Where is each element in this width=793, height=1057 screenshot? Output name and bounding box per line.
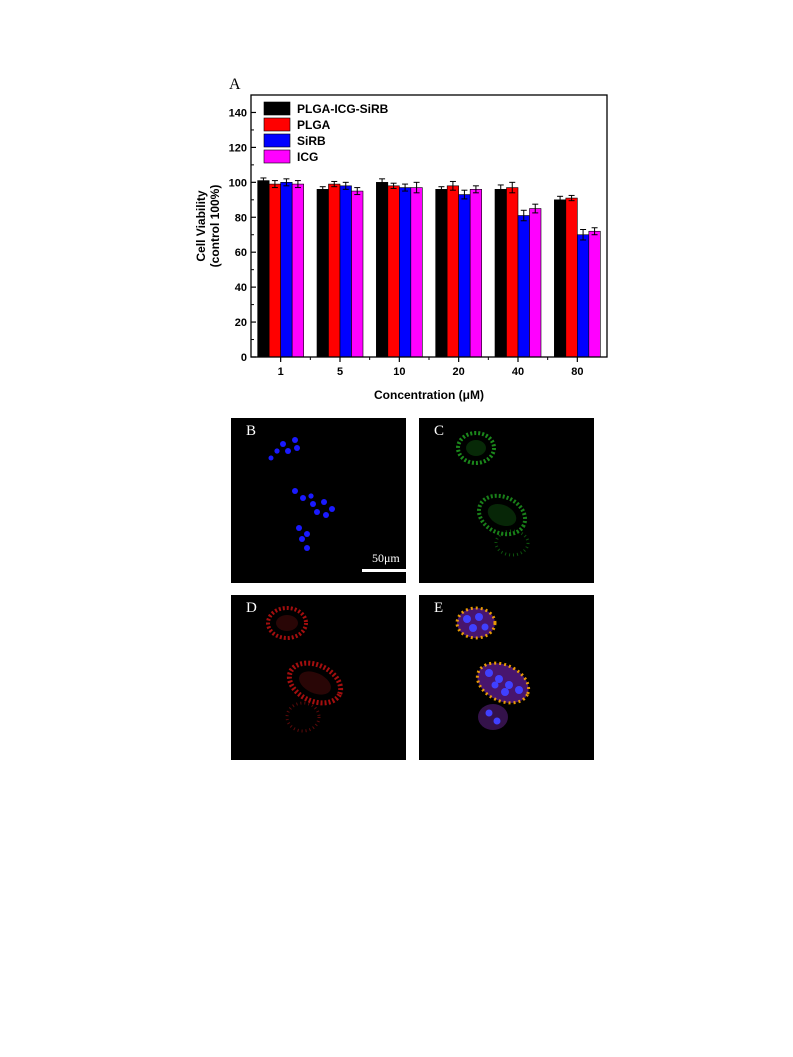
plot-frame: [250, 94, 608, 358]
y-tick-label: 0: [241, 352, 247, 364]
bar: [339, 185, 352, 358]
bar-series-group: [257, 177, 601, 358]
bar: [351, 190, 364, 358]
bar: [257, 180, 270, 358]
bar: [577, 234, 590, 358]
bar: [387, 185, 400, 358]
y-axis-label-line: (control 100%): [208, 185, 222, 268]
microscopy-panel-c: C: [419, 418, 594, 583]
panel-b-label: B: [246, 423, 257, 439]
y-axis-label: Cell Viability(control 100%): [194, 185, 222, 268]
merged-fluorescence-image: [455, 606, 531, 730]
y-tick-label: 20: [235, 317, 247, 329]
bar: [291, 183, 304, 358]
bar: [565, 197, 578, 358]
legend: PLGA-ICG-SiRB PLGA SiRB ICG: [263, 101, 389, 164]
green-fluorescence-image: [456, 431, 530, 557]
y-tick-label: 80: [235, 212, 247, 224]
bar: [529, 208, 542, 358]
bar: [588, 230, 601, 358]
y-tick-label: 120: [229, 142, 247, 154]
cell-viability-chart: A 0 20 40 60 80 100 120 140 1 5 10 20 40 80 PLGA-ICG…: [194, 76, 608, 402]
scale-bar: [362, 569, 406, 572]
x-tick-label: 80: [571, 366, 583, 378]
legend-swatch: [263, 117, 291, 132]
legend-label: ICG: [297, 150, 318, 164]
y-tick-label: 60: [235, 247, 247, 259]
y-tick-label: 100: [229, 177, 247, 189]
bar: [435, 189, 448, 358]
legend-label: SiRB: [297, 134, 326, 148]
panel-a-label: A: [229, 76, 241, 93]
bar: [517, 215, 530, 358]
bar: [458, 194, 471, 358]
scale-bar-label: 50μm: [372, 551, 400, 565]
bar: [280, 182, 293, 358]
panel-d-label: D: [246, 600, 257, 616]
nuclei-blue-image: [268, 437, 335, 551]
x-axis: 1 5 10 20 40 80: [278, 357, 583, 378]
panel-c-label: C: [434, 423, 445, 439]
bar: [410, 187, 423, 358]
legend-label: PLGA-ICG-SiRB: [297, 102, 389, 116]
x-tick-label: 5: [337, 366, 343, 378]
y-tick-label: 40: [235, 282, 247, 294]
panel-e-label: E: [434, 600, 444, 616]
bar: [446, 185, 459, 358]
legend-swatch: [263, 149, 291, 164]
bar: [268, 183, 281, 358]
legend-label: PLGA: [297, 118, 331, 132]
microscopy-panel-e: E: [419, 595, 594, 760]
y-axis-label-line: Cell Viability: [194, 190, 208, 261]
bar: [376, 182, 389, 358]
y-tick-label: 140: [229, 107, 247, 119]
x-tick-label: 1: [278, 366, 284, 378]
legend-swatch: [263, 133, 291, 148]
x-tick-label: 40: [512, 366, 524, 378]
bar: [494, 189, 507, 358]
bar: [506, 187, 519, 358]
bar: [469, 189, 482, 358]
x-tick-label: 20: [453, 366, 465, 378]
bar: [316, 189, 329, 358]
y-axis: 0 20 40 60 80 100 120 140: [229, 107, 256, 364]
legend-swatch: [263, 101, 291, 116]
x-axis-label: Concentration (μM): [374, 388, 484, 402]
x-tick-label: 10: [393, 366, 405, 378]
bar: [399, 187, 412, 358]
microscopy-panel-d: D: [231, 595, 406, 760]
red-fluorescence-image: [266, 606, 344, 733]
bar: [554, 199, 567, 358]
microscopy-panel-b: B 50μm: [231, 418, 406, 583]
bar: [328, 183, 341, 358]
